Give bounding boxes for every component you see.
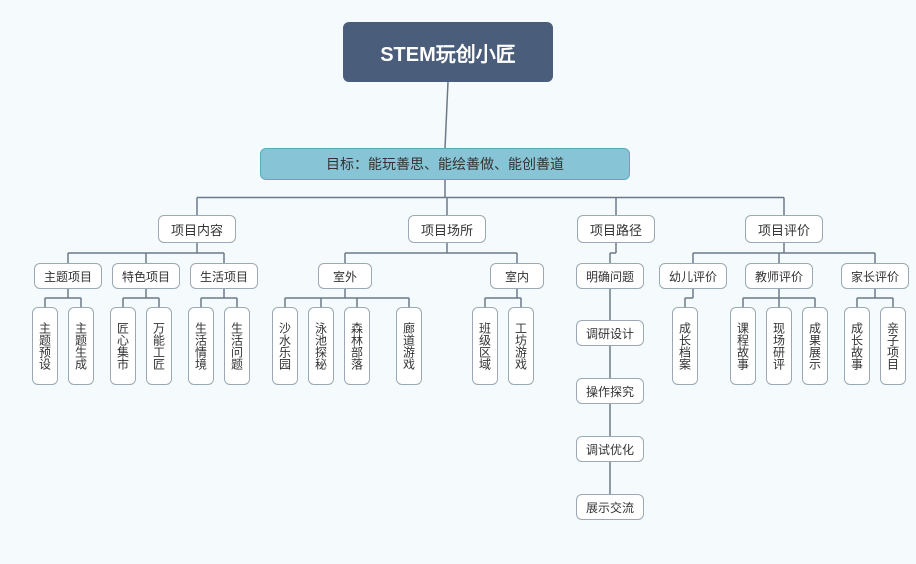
leaf-content_0-0: 主题预设	[32, 307, 58, 385]
leaf-place_0-2: 森林部落	[344, 307, 370, 385]
subcat-eval-0: 幼儿评价	[659, 263, 727, 289]
leaf-content_0-1: 主题生成	[68, 307, 94, 385]
leaf-place_1-0: 班级区域	[472, 307, 498, 385]
subcat-path-0: 明确问题	[576, 263, 644, 289]
goal-node: 目标：能玩善思、能绘善做、能创善道	[260, 148, 630, 180]
subcat-content-1: 特色项目	[112, 263, 180, 289]
leaf-place_0-0: 沙水乐园	[272, 307, 298, 385]
leaf-place_0-1: 泳池探秘	[308, 307, 334, 385]
subcat-place-1: 室内	[490, 263, 544, 289]
path-step-1: 操作探究	[576, 378, 644, 404]
leaf-content_1-0: 匠心集市	[110, 307, 136, 385]
leaf-eval_2-1: 亲子项目	[880, 307, 906, 385]
category-path: 项目路径	[577, 215, 655, 243]
category-content: 项目内容	[158, 215, 236, 243]
leaf-content_2-0: 生活情境	[188, 307, 214, 385]
path-step-3: 展示交流	[576, 494, 644, 520]
subcat-eval-1: 教师评价	[745, 263, 813, 289]
leaf-place_0-3: 廊道游戏	[396, 307, 422, 385]
category-place: 项目场所	[408, 215, 486, 243]
category-eval: 项目评价	[745, 215, 823, 243]
leaf-eval_1-2: 成果展示	[802, 307, 828, 385]
leaf-eval_2-0: 成长故事	[844, 307, 870, 385]
path-step-2: 调试优化	[576, 436, 644, 462]
path-step-0: 调研设计	[576, 320, 644, 346]
leaf-eval_1-1: 现场研评	[766, 307, 792, 385]
leaf-place_1-1: 工坊游戏	[508, 307, 534, 385]
root-node: STEM玩创小匠	[343, 22, 553, 82]
subcat-content-0: 主题项目	[34, 263, 102, 289]
diagram-stage: STEM玩创小匠目标：能玩善思、能绘善做、能创善道项目内容 项目场所 项目路径 项目评…	[0, 0, 916, 564]
subcat-content-2: 生活项目	[190, 263, 258, 289]
leaf-content_1-1: 万能工匠	[146, 307, 172, 385]
subcat-eval-2: 家长评价	[841, 263, 909, 289]
leaf-eval_1-0: 课程故事	[730, 307, 756, 385]
leaf-content_2-1: 生活问题	[224, 307, 250, 385]
leaf-eval_0-0: 成长档案	[672, 307, 698, 385]
subcat-place-0: 室外	[318, 263, 372, 289]
